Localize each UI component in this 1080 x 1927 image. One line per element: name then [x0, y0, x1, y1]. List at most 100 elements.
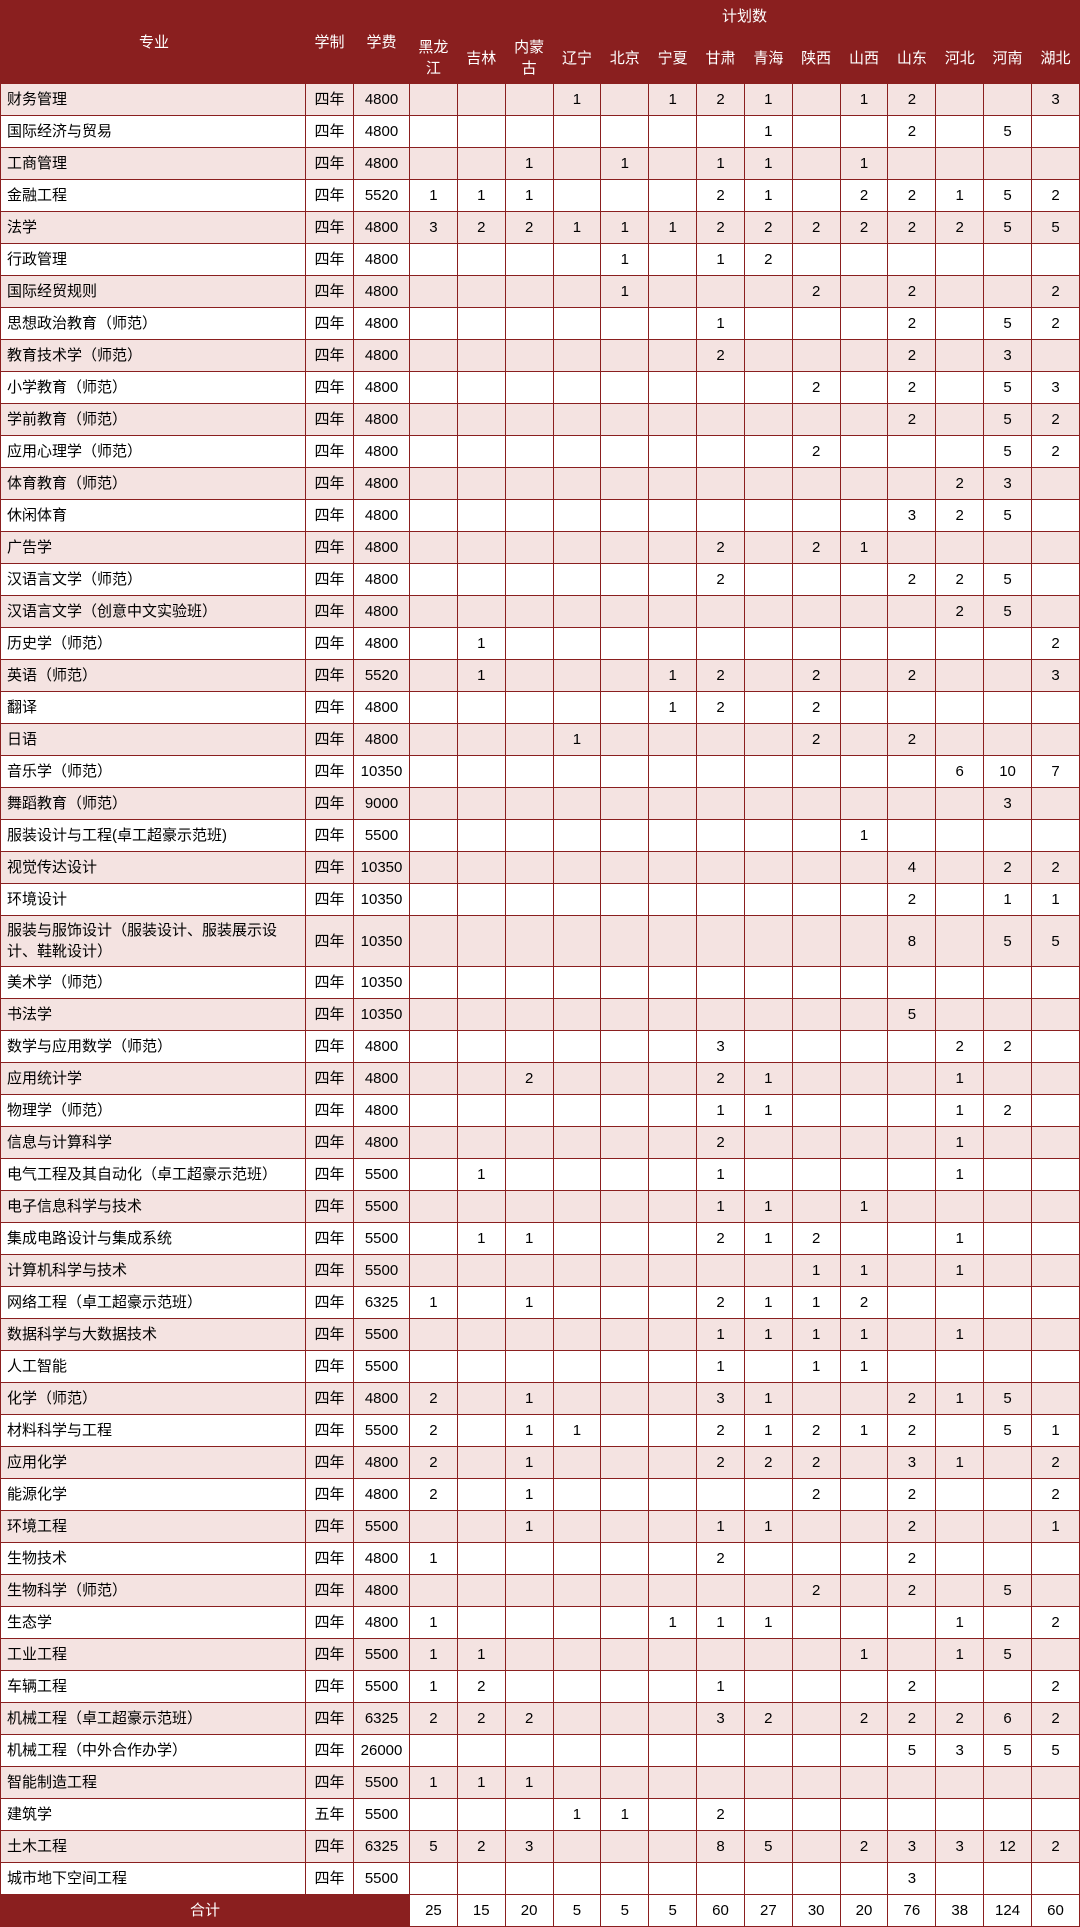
cell-plan: 3	[936, 1831, 984, 1863]
cell-plan	[936, 116, 984, 148]
cell-plan	[697, 500, 745, 532]
cell-plan: 2	[888, 884, 936, 916]
cell-plan	[410, 1735, 458, 1767]
cell-plan	[457, 84, 505, 116]
cell-plan	[744, 1735, 792, 1767]
cell-plan: 1	[410, 1607, 458, 1639]
cell-plan	[888, 244, 936, 276]
table-row: 舞蹈教育（师范）四年90003	[1, 788, 1080, 820]
cell-plan	[601, 788, 649, 820]
cell-fee: 4800	[354, 500, 410, 532]
cell-plan	[936, 84, 984, 116]
cell-plan	[505, 1543, 553, 1575]
cell-system: 四年	[306, 1735, 354, 1767]
cell-system: 四年	[306, 1479, 354, 1511]
cell-plan	[601, 1447, 649, 1479]
cell-fee: 4800	[354, 1543, 410, 1575]
cell-fee: 4800	[354, 436, 410, 468]
cell-major: 材料科学与工程	[1, 1415, 306, 1447]
cell-plan: 1	[410, 1671, 458, 1703]
cell-plan	[649, 1351, 697, 1383]
cell-plan: 1	[744, 1607, 792, 1639]
cell-plan: 2	[840, 1703, 888, 1735]
table-row: 数学与应用数学（师范）四年4800322	[1, 1031, 1080, 1063]
cell-system: 四年	[306, 820, 354, 852]
cell-plan	[553, 1575, 601, 1607]
cell-plan	[649, 999, 697, 1031]
cell-system: 四年	[306, 436, 354, 468]
cell-plan	[410, 340, 458, 372]
cell-fee: 10350	[354, 756, 410, 788]
cell-plan	[697, 967, 745, 999]
cell-system: 四年	[306, 852, 354, 884]
cell-plan	[553, 999, 601, 1031]
cell-plan	[792, 1639, 840, 1671]
cell-plan: 2	[697, 1799, 745, 1831]
cell-fee: 5500	[354, 1511, 410, 1543]
cell-plan: 1	[744, 1415, 792, 1447]
table-row: 机械工程（卓工超豪示范班）四年63252223222262	[1, 1703, 1080, 1735]
cell-plan	[697, 999, 745, 1031]
cell-plan	[984, 148, 1032, 180]
cell-plan	[649, 532, 697, 564]
cell-plan	[505, 999, 553, 1031]
cell-plan: 1	[936, 1447, 984, 1479]
cell-plan	[553, 1863, 601, 1895]
cell-plan	[410, 244, 458, 276]
cell-major: 翻译	[1, 692, 306, 724]
cell-system: 四年	[306, 724, 354, 756]
cell-plan: 1	[840, 1319, 888, 1351]
cell-plan: 1	[457, 1223, 505, 1255]
cell-plan: 3	[1031, 84, 1079, 116]
cell-plan: 5	[984, 212, 1032, 244]
cell-plan	[553, 1735, 601, 1767]
cell-plan	[1031, 1223, 1079, 1255]
cell-plan: 1	[744, 84, 792, 116]
table-row: 工业工程四年550011115	[1, 1639, 1080, 1671]
cell-plan: 1	[936, 1319, 984, 1351]
cell-plan	[1031, 1031, 1079, 1063]
cell-plan	[505, 1095, 553, 1127]
cell-plan: 1	[936, 1095, 984, 1127]
cell-plan: 3	[410, 212, 458, 244]
cell-plan	[744, 1031, 792, 1063]
cell-plan: 2	[697, 1063, 745, 1095]
cell-plan: 1	[457, 628, 505, 660]
cell-plan	[410, 692, 458, 724]
cell-plan	[553, 468, 601, 500]
cell-plan: 1	[697, 148, 745, 180]
cell-system: 四年	[306, 1319, 354, 1351]
cell-plan	[984, 1479, 1032, 1511]
cell-plan	[553, 788, 601, 820]
cell-plan	[840, 1735, 888, 1767]
cell-plan: 2	[410, 1415, 458, 1447]
cell-plan: 2	[792, 660, 840, 692]
cell-plan	[649, 564, 697, 596]
cell-plan: 1	[505, 1479, 553, 1511]
cell-plan	[1031, 999, 1079, 1031]
cell-plan	[840, 1607, 888, 1639]
cell-plan: 2	[984, 1095, 1032, 1127]
cell-plan: 2	[697, 84, 745, 116]
cell-plan	[457, 244, 505, 276]
cell-plan	[553, 1351, 601, 1383]
cell-plan	[744, 564, 792, 596]
cell-plan	[649, 148, 697, 180]
cell-plan	[888, 1031, 936, 1063]
cell-plan	[457, 852, 505, 884]
cell-plan	[984, 1191, 1032, 1223]
cell-plan: 2	[1031, 276, 1079, 308]
cell-plan	[601, 884, 649, 916]
cell-plan: 2	[697, 1543, 745, 1575]
cell-major: 环境设计	[1, 884, 306, 916]
cell-fee: 4800	[354, 1479, 410, 1511]
cell-plan	[649, 1479, 697, 1511]
cell-plan	[984, 999, 1032, 1031]
table-row: 国际经济与贸易四年4800125	[1, 116, 1080, 148]
cell-plan	[649, 1127, 697, 1159]
cell-fee: 4800	[354, 468, 410, 500]
table-row: 数据科学与大数据技术四年550011111	[1, 1319, 1080, 1351]
cell-system: 四年	[306, 1159, 354, 1191]
cell-plan	[840, 340, 888, 372]
cell-plan	[457, 500, 505, 532]
